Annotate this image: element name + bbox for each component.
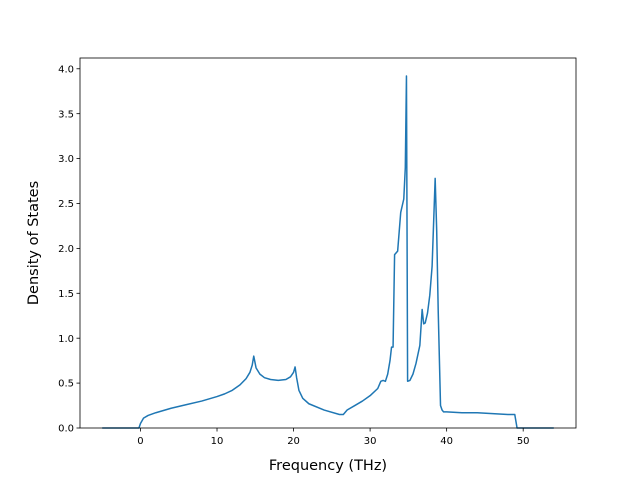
x-axis: 0 10 20 30 40 50 (137, 428, 530, 447)
y-axis-label: Density of States (26, 181, 42, 305)
axes-frame (79, 57, 577, 429)
y-axis: 0.0 0.5 1.0 1.5 2.0 2.5 3.0 3.5 4.0 (58, 64, 80, 435)
plot-area (102, 75, 554, 429)
x-tick-label: 20 (287, 436, 300, 447)
x-tick-label: 30 (364, 436, 377, 447)
x-axis-label: Frequency (THz) (269, 458, 387, 474)
y-tick-label: 0.0 (58, 424, 74, 435)
y-tick-label: 1.0 (58, 334, 74, 345)
x-tick-label: 50 (517, 436, 530, 447)
x-tick-label: 40 (440, 436, 453, 447)
dos-series-line (102, 75, 554, 429)
x-tick-label: 0 (137, 436, 143, 447)
y-tick-label: 2.5 (58, 199, 74, 210)
y-tick-label: 3.5 (58, 109, 74, 120)
y-tick-label: 0.5 (58, 379, 74, 390)
y-tick-label: 3.0 (58, 154, 74, 165)
y-tick-label: 2.0 (58, 244, 74, 255)
x-tick-label: 10 (211, 436, 224, 447)
y-tick-label: 4.0 (58, 64, 74, 75)
y-tick-label: 1.5 (58, 289, 74, 300)
